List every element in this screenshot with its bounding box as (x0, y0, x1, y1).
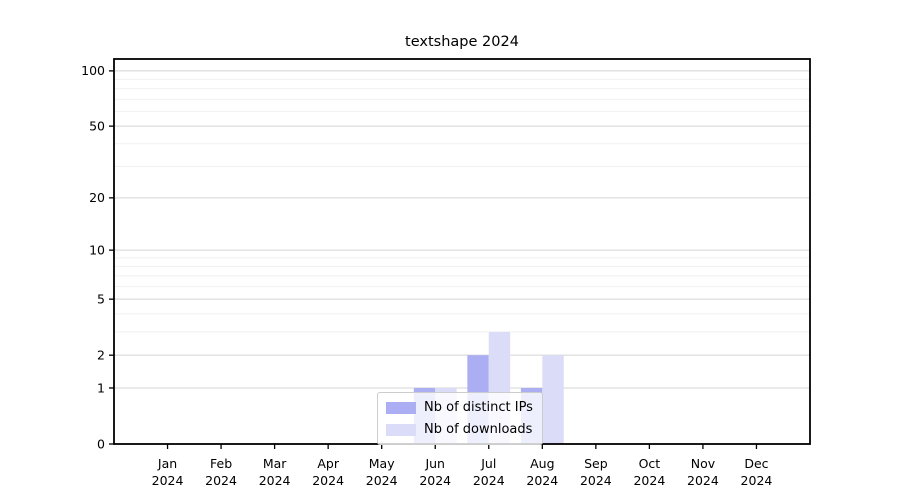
legend-label: Nb of distinct IPs (424, 400, 533, 415)
svg-text:100: 100 (81, 63, 105, 78)
svg-text:2024: 2024 (687, 473, 719, 488)
svg-text:2024: 2024 (205, 473, 237, 488)
svg-text:May: May (369, 456, 395, 471)
legend-item-distinct-ips: Nb of distinct IPs (386, 398, 533, 417)
svg-text:2024: 2024 (312, 473, 344, 488)
svg-text:5: 5 (97, 291, 105, 306)
svg-text:10: 10 (89, 242, 105, 257)
svg-text:Feb: Feb (210, 456, 232, 471)
svg-text:Nov: Nov (691, 456, 716, 471)
svg-text:2024: 2024 (152, 473, 184, 488)
svg-text:2024: 2024 (741, 473, 773, 488)
svg-text:Dec: Dec (744, 456, 768, 471)
svg-text:2024: 2024 (419, 473, 451, 488)
chart-title: textshape 2024 (405, 34, 519, 50)
svg-text:Aug: Aug (530, 456, 554, 471)
svg-text:2: 2 (97, 347, 105, 362)
downloads-swatch-icon (386, 423, 416, 436)
chart-legend: Nb of distinct IPs Nb of downloads (377, 392, 543, 445)
svg-text:0: 0 (97, 436, 105, 451)
svg-text:Jun: Jun (424, 456, 445, 471)
svg-text:Jan: Jan (157, 456, 177, 471)
svg-text:2024: 2024 (633, 473, 665, 488)
svg-text:2024: 2024 (526, 473, 558, 488)
svg-text:20: 20 (89, 190, 105, 205)
svg-text:50: 50 (89, 118, 105, 133)
distinct-ips-swatch-icon (386, 401, 416, 414)
svg-text:Jul: Jul (480, 456, 496, 471)
svg-text:2024: 2024 (473, 473, 505, 488)
legend-label: Nb of downloads (424, 422, 533, 437)
svg-text:1: 1 (97, 380, 105, 395)
svg-text:2024: 2024 (259, 473, 291, 488)
svg-text:Apr: Apr (317, 456, 339, 471)
svg-text:Sep: Sep (584, 456, 608, 471)
svg-text:2024: 2024 (580, 473, 612, 488)
svg-text:2024: 2024 (366, 473, 398, 488)
svg-text:Mar: Mar (263, 456, 287, 471)
legend-item-downloads: Nb of downloads (386, 420, 533, 439)
svg-text:Oct: Oct (639, 456, 661, 471)
